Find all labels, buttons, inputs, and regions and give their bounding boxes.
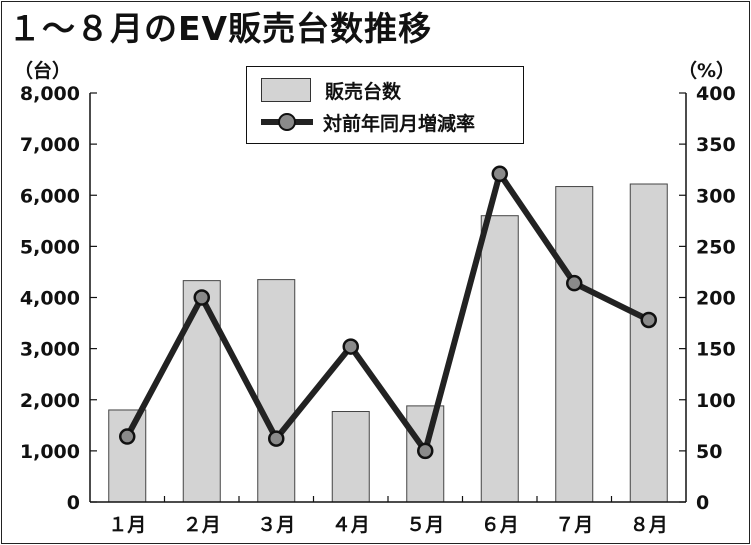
growth-rate-line: [124, 166, 651, 458]
left-tick-label: 7,000: [20, 134, 80, 156]
x-tick-label: ６月: [481, 514, 519, 536]
x-tick-label: ３月: [257, 514, 295, 536]
left-tick-label: 6,000: [20, 185, 80, 207]
left-tick-label: 0: [67, 492, 80, 514]
bar-sales-3: [257, 279, 296, 503]
right-tick-label: 350: [696, 134, 736, 156]
growth-rate-point-5: [417, 442, 434, 460]
legend-item-line: 対前年同月増減率: [247, 107, 475, 137]
right-tick-label: 200: [696, 288, 736, 310]
growth-rate-point-3: [268, 430, 285, 447]
growth-rate-point-8: [640, 311, 657, 329]
left-tick-label: 3,000: [20, 339, 80, 361]
legend-label-growth: 対前年同月増減率: [323, 112, 476, 135]
right-tick-label: 150: [696, 339, 736, 361]
x-tick-label: ５月: [406, 514, 444, 536]
left-tick-label: 5,000: [20, 236, 80, 258]
left-tick-label: 1,000: [20, 441, 80, 463]
x-tick-label: ４月: [332, 514, 370, 536]
right-axis-unit: （%）: [678, 60, 736, 82]
bar-sales-6: [480, 215, 519, 503]
legend: 販売台数 対前年同月増減率: [246, 66, 524, 144]
right-tick-label: 50: [696, 441, 722, 463]
right-tick-label: 300: [696, 185, 736, 207]
right-tick-label: 0: [696, 492, 709, 514]
growth-rate-point-6: [491, 165, 508, 183]
legend-label-sales: 販売台数: [325, 80, 402, 103]
x-tick-label: ８月: [630, 514, 668, 536]
right-tick-label: 250: [696, 236, 736, 258]
growth-rate-point-2: [193, 289, 210, 306]
left-tick-label: 8,000: [20, 83, 80, 105]
legend-line-swatch: [259, 111, 315, 133]
growth-rate-point-7: [566, 274, 583, 292]
legend-bar-swatch: [261, 78, 311, 102]
bar-sales-2: [182, 280, 221, 503]
bar-sales-4: [331, 411, 370, 503]
x-tick-label: １月: [108, 514, 146, 536]
legend-item-bars: 販売台数: [247, 75, 401, 105]
left-axis-unit: （台）: [14, 60, 72, 82]
chart-title: １～８月のEV販売台数推移: [8, 9, 433, 48]
bar-sales-7: [555, 186, 594, 503]
bar-sales-1: [108, 409, 147, 503]
left-tick-label: 4,000: [20, 288, 80, 310]
right-tick-label: 400: [696, 83, 736, 105]
bar-sales-8: [629, 183, 668, 503]
x-tick-label: ７月: [555, 514, 593, 536]
growth-rate-point-1: [119, 428, 136, 445]
growth-rate-point-4: [342, 338, 359, 355]
x-tick-label: ２月: [183, 514, 221, 536]
left-tick-label: 2,000: [20, 390, 80, 412]
right-tick-label: 100: [696, 390, 736, 412]
